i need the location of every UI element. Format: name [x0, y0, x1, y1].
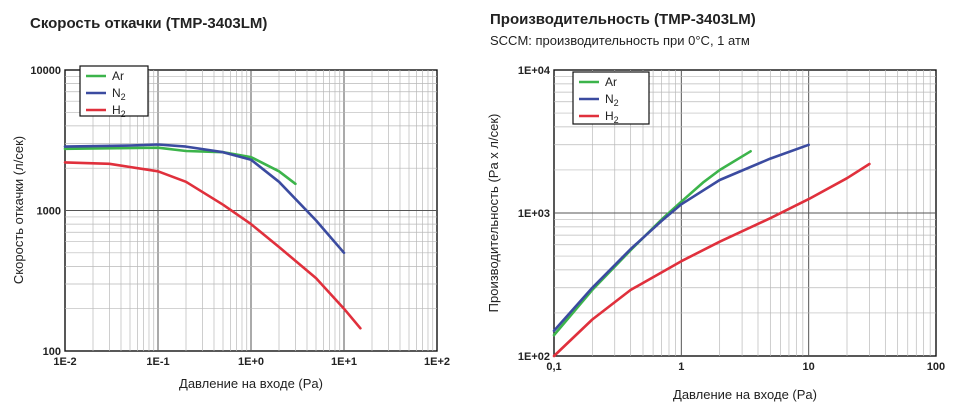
y-axis-label: Скорость откачки (л/сек): [11, 136, 26, 284]
legend-label-ar: Ar: [112, 69, 124, 83]
y-tick-label: 1E+03: [518, 208, 550, 220]
x-tick-label: 0,1: [546, 361, 561, 373]
y-tick-label: 1000: [37, 206, 61, 218]
x-axis-label: Давление на входе (Pa): [179, 376, 323, 391]
chart-title: Производительность (TMP-3403LM): [490, 11, 756, 28]
x-tick-label: 10: [803, 361, 815, 373]
x-tick-labels: 0,1 1 10 100: [546, 361, 945, 373]
x-tick-label: 1E-1: [146, 356, 169, 368]
series-line-ar: [552, 150, 752, 337]
pumping-speed-chart: Скорость откачки (TMP-3403LM) 1E-2 1E-1 1E…: [11, 15, 450, 391]
x-tick-label: 1E+2: [424, 356, 450, 368]
x-tick-label: 1: [678, 361, 684, 373]
y-tick-labels: 100 1000 10000: [30, 65, 61, 358]
legend-box: [79, 65, 149, 117]
legend-label-ar: Ar: [605, 75, 617, 89]
y-tick-label: 100: [43, 346, 61, 358]
x-tick-label: 1E-2: [53, 356, 76, 368]
series-line-h2: [63, 161, 362, 330]
throughput-chart: Производительность (TMP-3403LM) SCCM: пр…: [486, 11, 945, 402]
grid: [65, 70, 437, 351]
x-tick-label: 1E+1: [331, 356, 357, 368]
x-axis-label: Давление на входе (Pa): [673, 387, 817, 402]
x-tick-labels: 1E-2 1E-1 1E+0 1E+1 1E+2: [53, 356, 450, 368]
series-line-h2: [552, 162, 871, 358]
y-axis-label: Производительность (Pa x л/сек): [486, 114, 501, 313]
series-lines: [63, 143, 362, 330]
y-tick-labels: 1E+02 1E+03 1E+04: [518, 65, 551, 363]
chart-subtitle: SCCM: производительность при 0°C, 1 атм: [490, 33, 750, 48]
y-tick-label: 1E+04: [518, 65, 551, 77]
y-tick-label: 1E+02: [518, 351, 550, 363]
x-tick-label: 1E+0: [238, 356, 264, 368]
series-line-n2: [63, 143, 346, 255]
y-tick-label: 10000: [30, 65, 61, 77]
grid: [554, 70, 936, 356]
series-line-n2: [552, 143, 811, 333]
chart-title: Скорость откачки (TMP-3403LM): [30, 15, 267, 32]
x-tick-label: 100: [927, 361, 945, 373]
series-lines: [552, 143, 871, 358]
